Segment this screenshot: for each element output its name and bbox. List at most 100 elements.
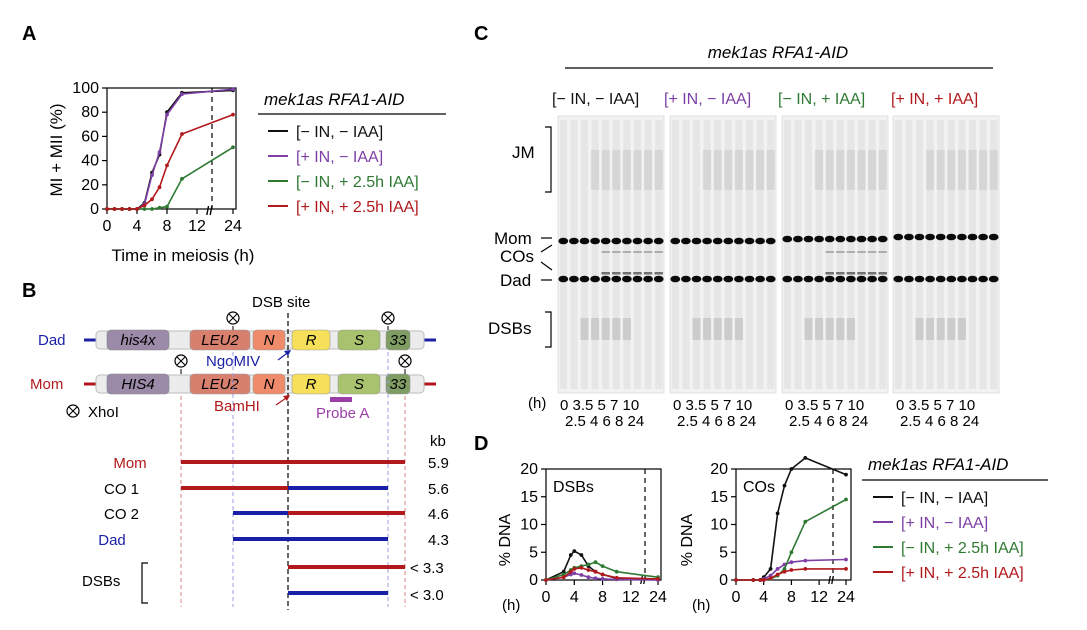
- chart-d-cos-point-3-7: [782, 567, 787, 571]
- chart-d-dsbs-point-4-5: [579, 565, 584, 570]
- gel-band-mom: [867, 235, 877, 243]
- gel-lane-smear: [794, 120, 802, 389]
- gel-dsb-smear: [692, 318, 701, 340]
- gel-band-co: [878, 251, 887, 253]
- gel-band-mom: [755, 237, 765, 245]
- dad-gene-n-label: N: [264, 332, 275, 349]
- chart-d-dsbs-ytick-label-4: 20: [520, 461, 538, 478]
- gel-band-mom: [632, 237, 643, 245]
- gel-band-dad: [611, 275, 622, 283]
- chart-d-dsbs-point-3-9: [614, 569, 619, 574]
- gel-band-dad: [558, 275, 569, 283]
- gel-time-unit: (h): [528, 395, 546, 412]
- chart-a-point-2-7: [150, 173, 154, 178]
- mom-gene-his: [106, 373, 170, 395]
- chart-d-dsbs-series-line-3: [545, 561, 659, 581]
- gel-lane-smear: [693, 120, 700, 389]
- gel-lane-smear: [767, 120, 775, 389]
- gel-time-row2-lane4: 2.5 4 6 8 24: [900, 413, 979, 430]
- gel-band-mom: [856, 235, 867, 243]
- legend-a: mek1as RFA1-AID [− IN, − IAA] [+ IN, − I…: [258, 90, 446, 216]
- chart-d-dsbs-point-2-7: [593, 576, 598, 581]
- gel-band-dad: [579, 275, 590, 283]
- gel-band-co: [857, 251, 866, 253]
- gel-band-dad: [846, 275, 856, 283]
- gel-band-mom: [846, 235, 856, 243]
- gel-band-dad: [824, 275, 835, 283]
- gel-lane-smear: [969, 120, 976, 389]
- chart-d-dsbs-series: [544, 549, 660, 582]
- gel-band-dad: [893, 275, 904, 283]
- chart-a-axis-break: //: [206, 204, 213, 218]
- chart-d-cos-title: COs: [743, 479, 775, 496]
- chart-a-point-4-9: [165, 163, 169, 168]
- chart-a-point-4-8: [157, 185, 162, 190]
- gel-band-dad: [914, 275, 925, 283]
- gel-lane-smear: [805, 120, 812, 389]
- chart-a-ytick-label-5: 100: [72, 80, 99, 97]
- gel-dsb-smear: [734, 318, 743, 340]
- gel-jm-smear: [745, 150, 754, 190]
- chart-d-cos-xtick-label-1: 4: [759, 589, 768, 606]
- chart-d-cos-x-ticks: 0 4 8 12 24: [732, 580, 855, 606]
- gel-lane-label-2: [+ IN, − IAA]: [664, 91, 751, 108]
- gel-band-co: [846, 251, 856, 253]
- gel-band-co: [867, 251, 877, 253]
- mom-gene-leu: [189, 373, 251, 395]
- chart-a-point-2-8: [157, 150, 162, 155]
- chart-d-dsbs-point-2-8: [600, 577, 605, 581]
- dsbs-bracket: [141, 562, 148, 604]
- gel-label-cos: COs: [500, 247, 534, 266]
- chart-d-dsbs-point-4-8: [600, 572, 605, 577]
- gel-time-row1-lane4: 0 3.5 5 7 10: [896, 397, 975, 414]
- gel-lane-smear: [958, 120, 966, 389]
- gel-band-dad: [681, 275, 691, 283]
- gel-lane-smear: [836, 120, 844, 389]
- chart-a-xlabel: Time in meiosis (h): [112, 246, 255, 265]
- gel-band-dad: [877, 275, 888, 283]
- gel-panel-2: [669, 115, 777, 394]
- chart-a-series-line-4: [107, 113, 234, 210]
- gel-band-dad: [622, 275, 632, 283]
- xhoi-marker-mom-2: [398, 354, 412, 374]
- gel-lane-smear: [581, 120, 588, 389]
- chart-d-cos-point-4-9: [803, 567, 808, 571]
- chart-d-cos-axis-break: //: [828, 575, 834, 587]
- bamhi-label: BamHI: [214, 398, 260, 415]
- chart-d-cos-point-2-9: [803, 558, 808, 563]
- chart-d-cos-point-4-1: [734, 578, 738, 582]
- chart-d-dsbs-point-4-9: [614, 575, 619, 580]
- gel-time-row1-lane2: 0 3.5 5 7 10: [673, 397, 752, 414]
- gel-band-co: [654, 251, 663, 253]
- chart-d-dsbs-ytick-label-3: 15: [520, 489, 538, 506]
- chart-d-cos-point-4-5: [768, 576, 773, 581]
- mom-gene-s: [337, 373, 381, 395]
- chart-d-cos-point-3-10: [844, 497, 848, 502]
- gel-band-mom: [558, 237, 569, 245]
- gel-band-co: [867, 272, 877, 275]
- mom-gene-n: [252, 373, 286, 395]
- chart-d-dsbs-series-line-4: [545, 566, 659, 581]
- gel-band-co: [825, 272, 834, 275]
- gel-dsb-smear: [957, 318, 966, 340]
- mom-gene-leu-label: LEU2: [201, 376, 239, 393]
- gel-band-dad: [904, 275, 914, 283]
- chart-d-dsbs-point-2-5: [579, 573, 584, 577]
- dsb-site-label: DSB site: [252, 294, 310, 311]
- legend-d-item-3: [− IN, + 2.5h IAA]: [901, 540, 1024, 557]
- legend-a-title: mek1as RFA1-AID: [264, 90, 404, 109]
- gel-band-mom: [978, 233, 988, 241]
- gel-dsb-smear: [846, 318, 855, 340]
- gel-tick-cos-1: [540, 244, 553, 253]
- chart-d-cos-point-2-8: [789, 560, 794, 565]
- gel-lane-smear: [990, 120, 998, 389]
- chart-d-dsbs-axis-break: //: [640, 575, 646, 587]
- gel-lane-smear: [644, 120, 652, 389]
- gel-lane-smear: [756, 120, 764, 389]
- gel-band-mom: [691, 237, 702, 245]
- chart-d-dsbs-point-4-2: [561, 575, 566, 580]
- chart-d-cos-point-1-9: [803, 456, 808, 460]
- gel-band-dad: [632, 275, 643, 283]
- gel-dsb-smear: [825, 318, 834, 340]
- chart-d-dsbs-ylabel: % DNA: [497, 513, 514, 566]
